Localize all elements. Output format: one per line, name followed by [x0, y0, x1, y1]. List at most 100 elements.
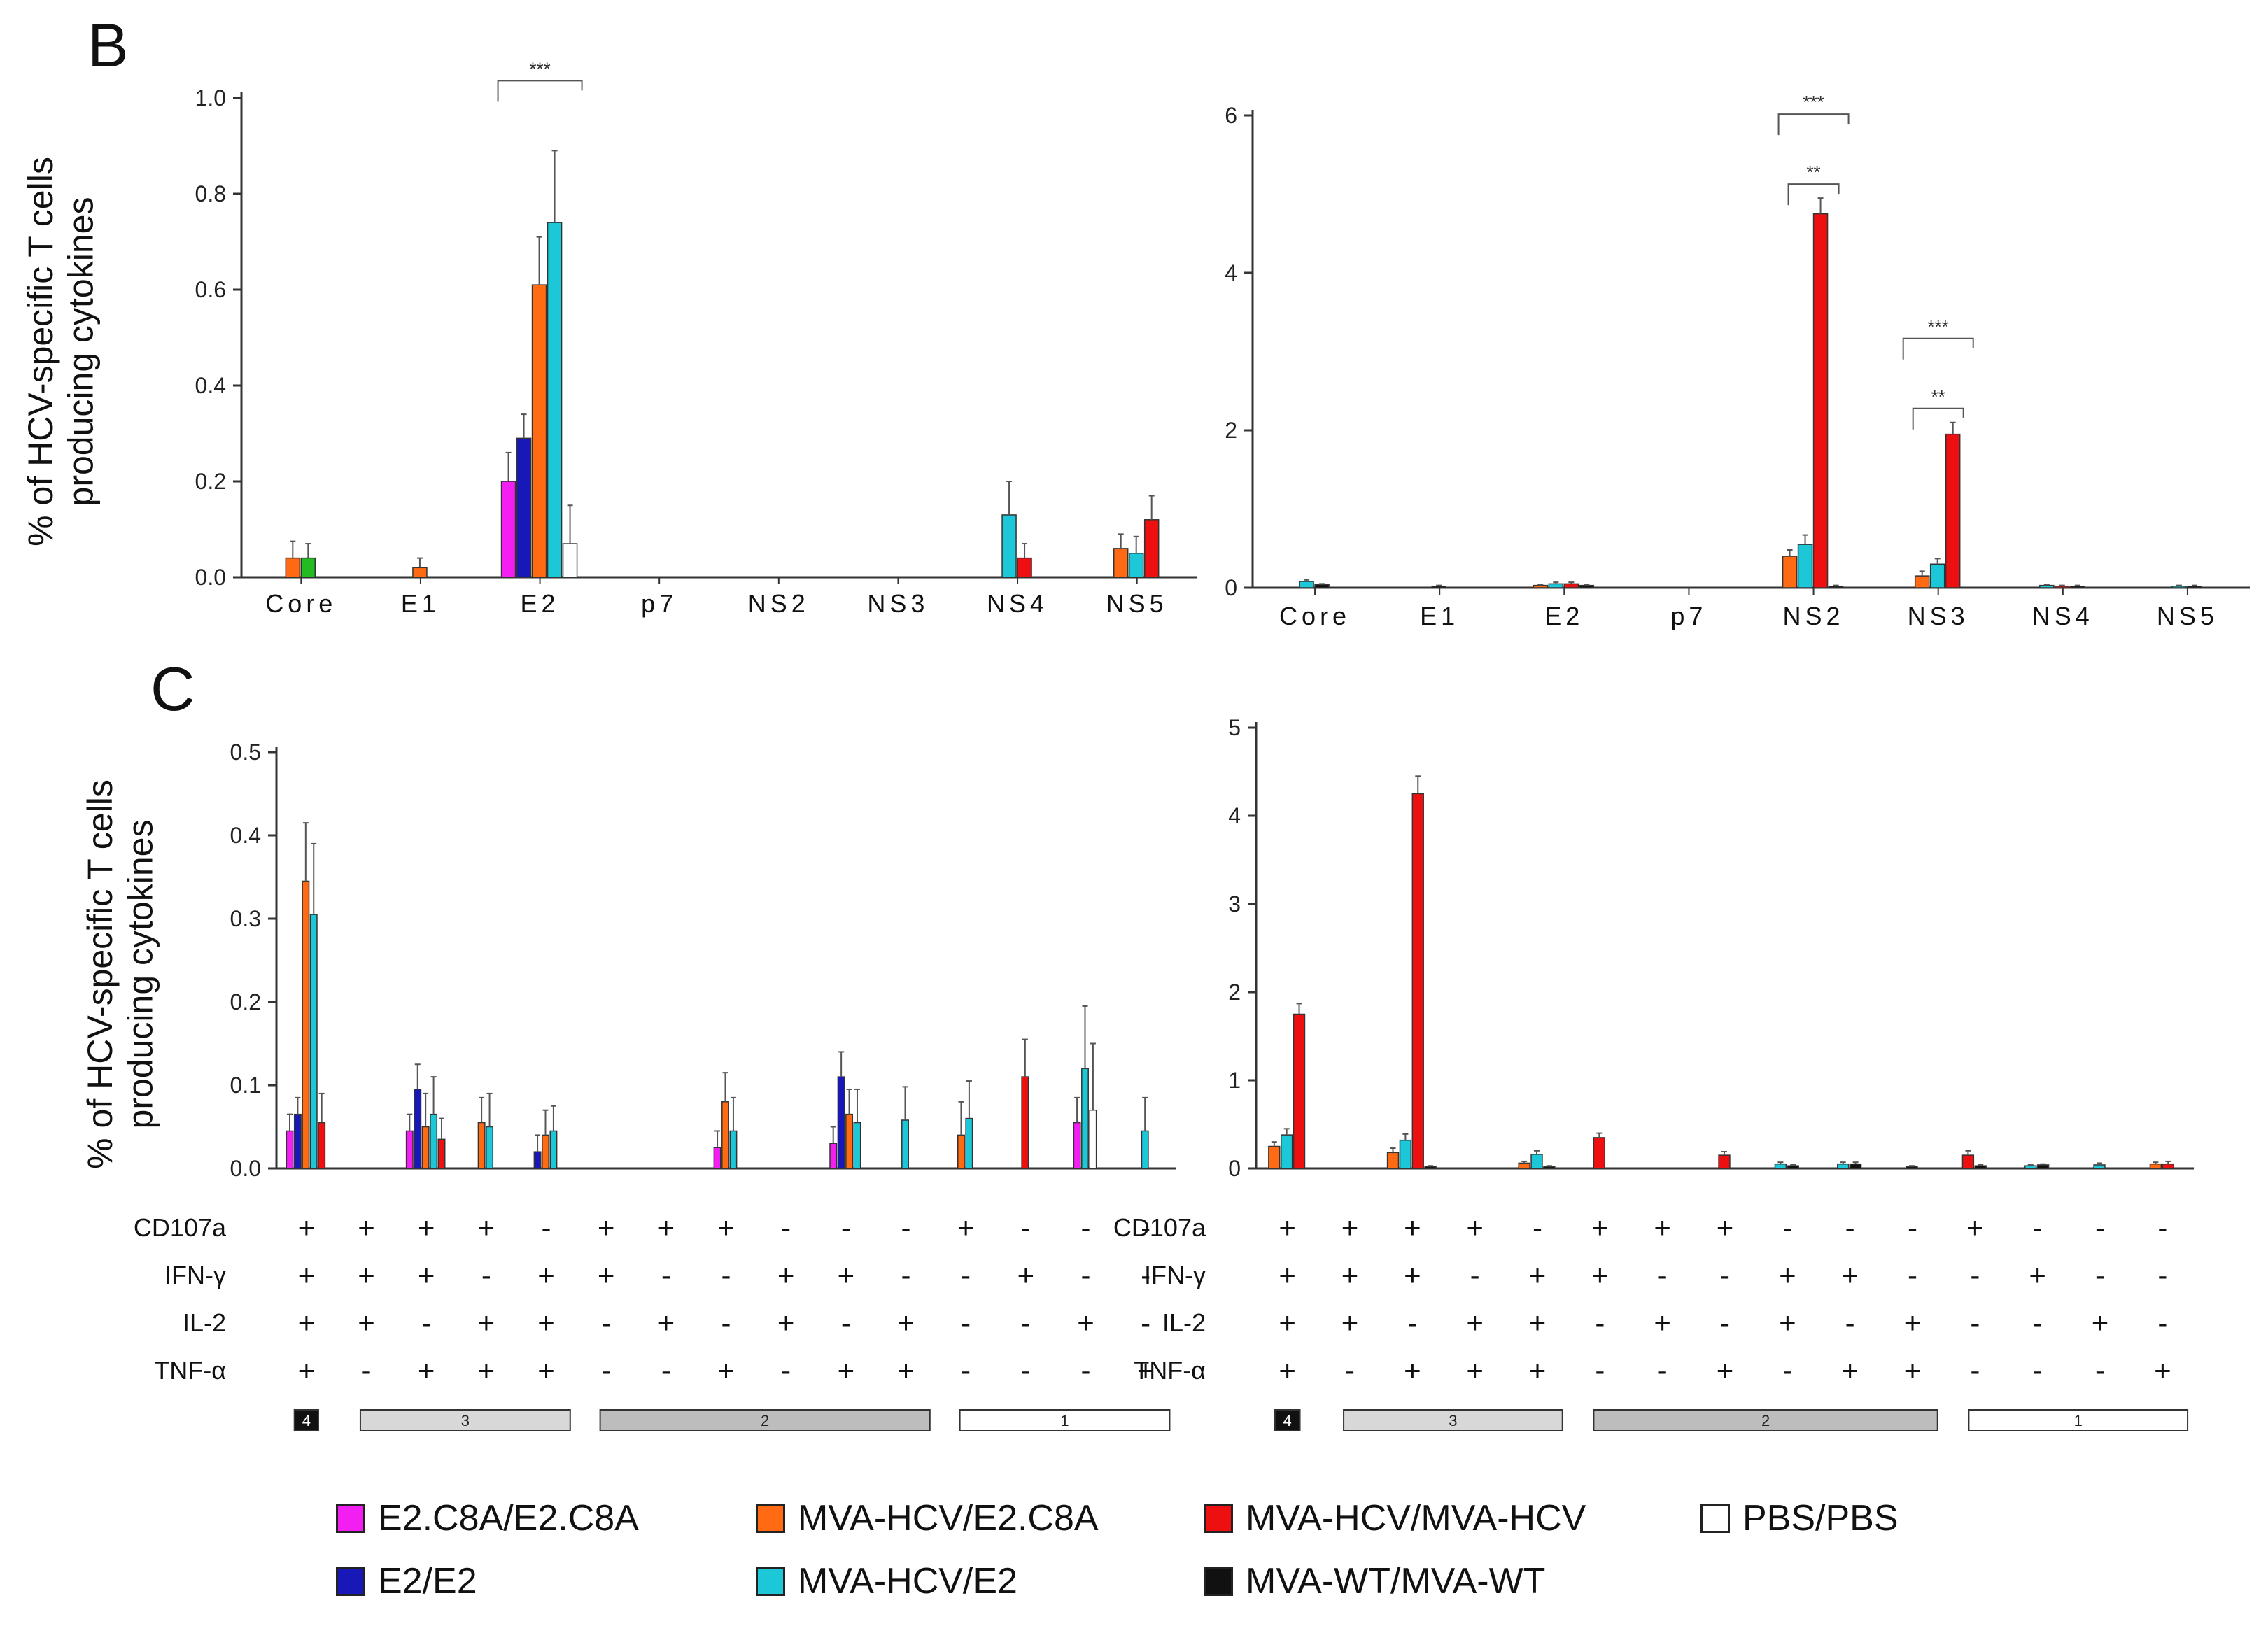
combination-sign: + — [1279, 1306, 1296, 1339]
y-tick-label: 0.5 — [230, 740, 261, 765]
combination-row-label: TNF-α — [1134, 1356, 1206, 1385]
y-tick-label: 0.2 — [230, 989, 261, 1015]
group-box — [293, 1409, 319, 1431]
combination-sign: - — [1595, 1354, 1605, 1387]
y-tick-label: 4 — [1225, 260, 1237, 285]
bar — [1143, 519, 1160, 578]
bar — [901, 1119, 909, 1169]
group-box — [1593, 1409, 1938, 1431]
combination-sign: - — [1081, 1211, 1091, 1244]
bar — [721, 1101, 729, 1169]
bar — [1431, 586, 1446, 588]
combination-sign: - — [1845, 1306, 1855, 1339]
combination-sign: - — [1595, 1306, 1605, 1339]
bar — [1548, 583, 1564, 588]
legend-swatch — [1700, 1504, 1730, 1533]
y-tick-label: 0.1 — [230, 1073, 261, 1098]
combination-sign: - — [362, 1354, 372, 1387]
combination-sign: + — [2154, 1354, 2171, 1387]
legend-item-mvahcv-e2c8a: MVA-HCV/E2.C8A — [756, 1497, 1099, 1539]
bar — [1386, 1152, 1400, 1169]
bar — [1718, 1154, 1731, 1169]
combination-sign: - — [721, 1306, 731, 1339]
bar — [1128, 553, 1144, 578]
combination-sign: + — [418, 1211, 435, 1244]
combination-sign: - — [1908, 1259, 1917, 1292]
combination-sign: - — [2033, 1306, 2043, 1339]
bar — [2070, 586, 2085, 588]
combination-sign: - — [961, 1306, 971, 1339]
combination-sign: - — [721, 1259, 731, 1292]
bar — [405, 1130, 414, 1169]
bar — [285, 557, 301, 578]
bar — [2149, 1163, 2162, 1169]
legend-label: MVA-HCV/MVA-HCV — [1246, 1498, 1586, 1539]
combination-sign: - — [961, 1354, 971, 1387]
group-label: 2 — [1761, 1412, 1770, 1429]
bar — [2036, 1164, 2050, 1169]
legend-swatch — [336, 1504, 365, 1533]
significance-label: *** — [1803, 92, 1824, 113]
combination-sign: + — [1077, 1306, 1094, 1339]
bar — [2093, 1164, 2106, 1169]
bar — [1399, 1139, 1412, 1169]
combination-sign: + — [957, 1211, 975, 1244]
panel-label: B — [87, 10, 129, 80]
bar — [1782, 556, 1798, 588]
x-tick-label: NS5 — [1106, 589, 1168, 618]
combination-sign: - — [542, 1211, 551, 1244]
y-tick-label: 1.0 — [195, 85, 226, 111]
y-tick-label: 1 — [1228, 1068, 1241, 1093]
bar — [1914, 575, 1930, 588]
combination-sign: - — [2033, 1354, 2043, 1387]
bar — [1530, 1154, 1543, 1169]
group-box — [959, 1409, 1171, 1431]
combination-sign: + — [478, 1211, 495, 1244]
combination-sign: + — [1341, 1306, 1359, 1339]
bar — [965, 1117, 973, 1169]
significance-label: *** — [1928, 316, 1949, 337]
group-box — [359, 1409, 571, 1431]
y-tick-label: 4 — [1228, 803, 1241, 828]
group-box — [1343, 1409, 1563, 1431]
bar — [542, 1134, 549, 1169]
bar — [1411, 793, 1424, 1169]
group-box — [599, 1409, 931, 1431]
x-tick-label: p7 — [1670, 602, 1707, 630]
combination-sign: + — [1279, 1259, 1296, 1292]
bar — [1849, 1163, 1862, 1169]
combination-sign: - — [1720, 1259, 1730, 1292]
combination-sign: - — [601, 1354, 611, 1387]
y-tick-label: 2 — [1228, 980, 1241, 1005]
significance-bracket — [1777, 113, 1850, 136]
combination-sign: + — [1404, 1354, 1421, 1387]
significance-bracket — [1912, 407, 1964, 430]
y-tick-label: 0.2 — [195, 469, 226, 494]
bar — [1906, 1166, 1918, 1169]
bar — [1593, 1137, 1606, 1169]
x-tick-label: NS3 — [867, 589, 929, 618]
bar — [853, 1122, 861, 1169]
y-tick-label: 2 — [1225, 418, 1237, 443]
bar — [1113, 548, 1129, 578]
bar — [293, 1113, 302, 1169]
combination-sign: - — [1021, 1211, 1031, 1244]
x-tick-label: NS2 — [1783, 602, 1845, 630]
combination-sign: - — [1021, 1354, 1031, 1387]
legend-item-mvahcv-mvahcv: MVA-HCV/MVA-HCV — [1204, 1497, 1586, 1539]
legend-item-pbs: PBS/PBS — [1700, 1497, 1899, 1539]
bar — [562, 543, 578, 578]
combination-sign: + — [358, 1211, 375, 1244]
combination-row-label: IL-2 — [1162, 1308, 1206, 1337]
combination-sign: - — [1081, 1354, 1091, 1387]
legend-swatch — [336, 1567, 365, 1596]
x-tick-label: E1 — [1420, 602, 1459, 630]
significance-bracket — [1902, 337, 1974, 360]
combination-row-label: IFN-γ — [1144, 1261, 1206, 1289]
bar — [531, 284, 547, 578]
bar — [729, 1130, 738, 1169]
combination-row-label: CD107a — [1113, 1213, 1206, 1242]
bar — [1017, 557, 1032, 578]
combination-sign: - — [841, 1306, 851, 1339]
combination-sign: + — [298, 1211, 316, 1244]
